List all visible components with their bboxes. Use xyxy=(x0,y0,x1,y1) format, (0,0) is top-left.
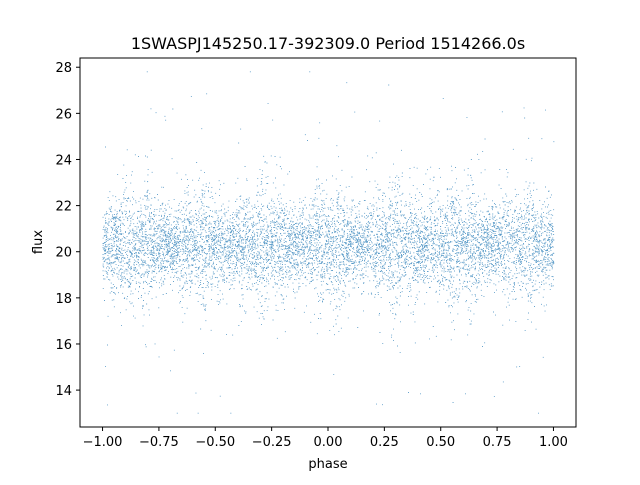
y-tick-label: 14 xyxy=(55,384,72,399)
x-axis-label: phase xyxy=(308,457,347,472)
x-axis-ticks: −1.00 −0.75 −0.50 −0.25 0.00 0.25 0.50 0.75 1.00 xyxy=(83,427,568,450)
y-tick-label: 22 xyxy=(55,200,72,215)
x-tick-label: 0.25 xyxy=(370,435,399,450)
x-tick-label: −1.00 xyxy=(83,435,123,450)
x-tick-label: 0.50 xyxy=(426,435,455,450)
x-tick-label: 0.00 xyxy=(314,435,343,450)
y-axis-ticks: 14 16 18 20 22 24 26 28 xyxy=(55,61,80,399)
x-tick-label: 1.00 xyxy=(539,435,568,450)
y-tick-label: 18 xyxy=(55,292,72,307)
y-tick-label: 16 xyxy=(55,338,72,353)
x-tick-label: −0.50 xyxy=(195,435,235,450)
x-tick-label: −0.75 xyxy=(139,435,179,450)
y-tick-label: 20 xyxy=(55,246,72,261)
y-tick-label: 26 xyxy=(55,107,72,122)
y-axis-label: flux xyxy=(31,230,46,254)
x-tick-label: 0.75 xyxy=(483,435,512,450)
y-tick-label: 28 xyxy=(55,61,72,76)
data-points xyxy=(102,71,555,414)
x-tick-label: −0.25 xyxy=(252,435,292,450)
y-tick-label: 24 xyxy=(55,153,72,168)
scatter-points xyxy=(102,71,555,414)
chart-title: 1SWASPJ145250.17-392309.0 Period 1514266… xyxy=(131,34,525,53)
